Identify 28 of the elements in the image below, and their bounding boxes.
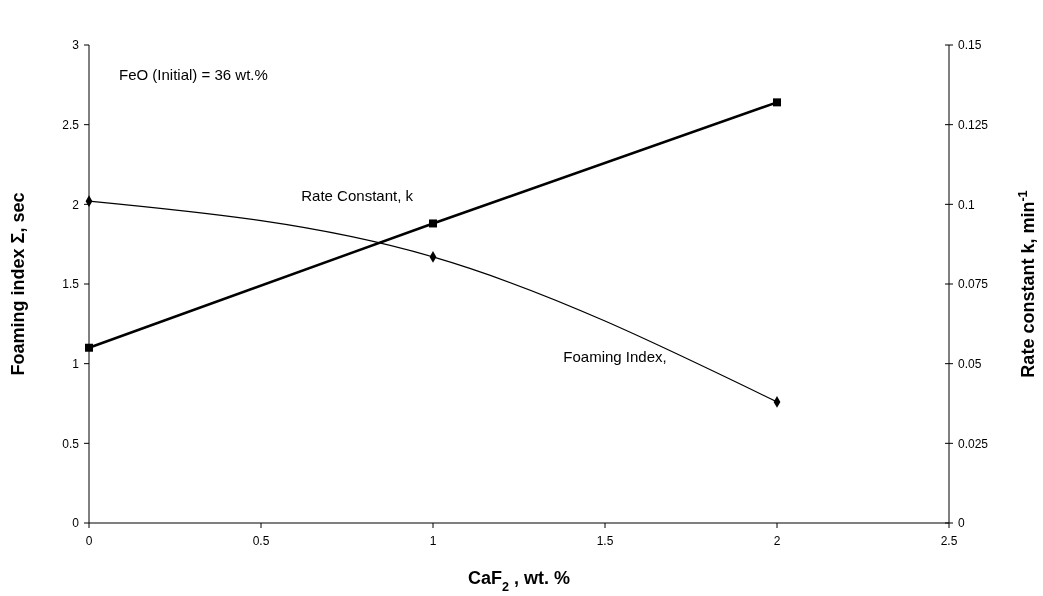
x-tick-label: 0 xyxy=(85,534,93,548)
y-tick-label: 1 xyxy=(72,356,80,371)
point xyxy=(85,343,93,352)
annotation: FeO (Initial) = 36 wt.% xyxy=(119,66,268,83)
y-tick-label: 0.5 xyxy=(62,436,80,451)
y-tick-label: 2.5 xyxy=(62,117,80,132)
y-tick-label: 0 xyxy=(72,516,80,531)
y2-tick-label: 0.125 xyxy=(958,117,989,132)
x-tick-label: 0.5 xyxy=(252,534,270,548)
y2-tick-label: 0.075 xyxy=(958,277,989,292)
point xyxy=(429,219,437,228)
point xyxy=(773,98,781,107)
y2-tick-label: 0.1 xyxy=(958,197,976,212)
x-tick-label: 2.5 xyxy=(940,534,958,548)
y2-tick-label: 0.025 xyxy=(958,436,989,451)
x-tick-label: 1.5 xyxy=(596,534,614,548)
x-axis-title: CaF$_{2}$ , wt. % xyxy=(467,568,571,594)
series-label: Foaming Index, xyxy=(563,347,667,365)
x-tick-label: 1 xyxy=(429,534,437,548)
y-tick-label: 2 xyxy=(72,197,80,212)
y-tick-label: 1.5 xyxy=(62,277,80,292)
y2-tick-label: 0.15 xyxy=(958,38,982,53)
series-label: Rate Constant, k xyxy=(301,187,414,205)
y2-tick-label: 0 xyxy=(958,516,965,531)
x-tick-label: 2 xyxy=(773,534,781,548)
y2-tick-label: 0.05 xyxy=(958,356,982,371)
y-axis-title: Foaming index Σ, sec xyxy=(8,192,28,376)
y-tick-label: 3 xyxy=(72,38,80,53)
